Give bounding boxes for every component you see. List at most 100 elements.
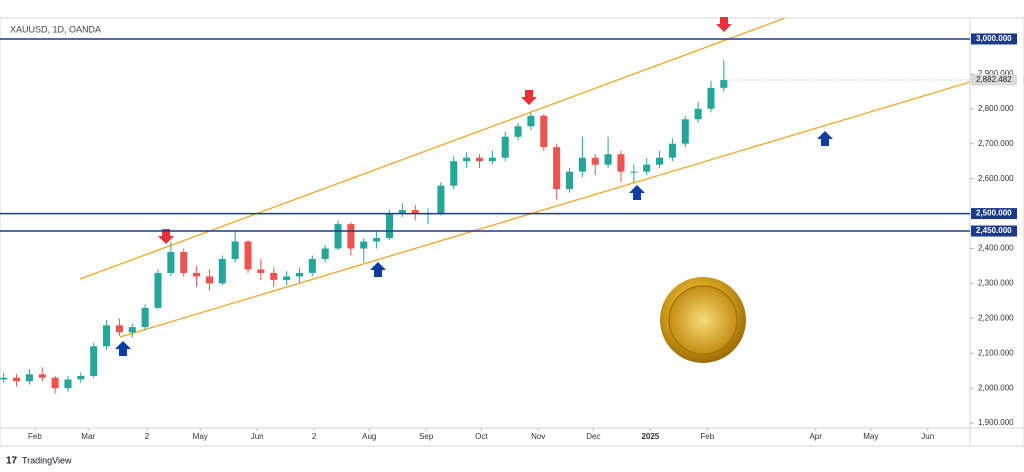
candle-body xyxy=(64,379,72,389)
candle-body xyxy=(141,307,149,328)
candle-body xyxy=(154,272,162,308)
candle-body xyxy=(347,224,355,249)
level-label: 3,000.000 xyxy=(976,34,1012,43)
annotations xyxy=(115,17,833,363)
candle-body xyxy=(115,325,123,333)
candle-body xyxy=(385,213,394,239)
candle-body xyxy=(180,251,188,273)
upper-channel-line xyxy=(79,18,786,280)
candle-body xyxy=(218,258,226,284)
down-arrow xyxy=(158,229,174,244)
x-tick-label: Oct xyxy=(475,432,488,441)
candle-body xyxy=(578,157,586,172)
x-tick-label: 2025 xyxy=(641,432,659,441)
footer: 17 TradingView xyxy=(6,455,72,466)
x-tick-label: 2 xyxy=(145,432,150,441)
brand-logo: 17 xyxy=(6,456,18,467)
candle-body xyxy=(463,157,471,162)
last-price-box xyxy=(971,74,1017,86)
candle-body xyxy=(321,248,329,259)
candle-body xyxy=(231,241,239,259)
x-tick-label: 2 xyxy=(312,432,317,441)
candle-body xyxy=(475,157,484,162)
x-tick-label: Dec xyxy=(586,432,600,441)
x-tick-label: Jun xyxy=(251,432,264,441)
candle-body xyxy=(643,164,651,172)
candle-body xyxy=(90,346,98,376)
x-tick-label: Mar xyxy=(81,432,95,441)
candle-body xyxy=(540,115,548,148)
candle-body xyxy=(103,325,111,347)
x-tick-label: Feb xyxy=(28,432,42,441)
candle-body xyxy=(668,143,676,158)
candle-body xyxy=(604,154,612,165)
candle-body xyxy=(630,171,638,173)
down-arrow xyxy=(716,17,732,32)
candle-body xyxy=(193,272,201,277)
y-tick-label: 2,100.000 xyxy=(978,348,1014,357)
y-tick-label: 2,800.000 xyxy=(978,104,1014,113)
candle-body xyxy=(617,154,625,172)
candle-body xyxy=(694,108,702,120)
candle-body xyxy=(681,119,689,144)
brand-name: TradingView xyxy=(22,455,72,465)
x-tick-label: Nov xyxy=(531,432,545,441)
candle-body xyxy=(655,157,664,165)
candle-body xyxy=(257,269,265,273)
candle-body xyxy=(128,327,136,333)
y-tick-label: 2,400.000 xyxy=(978,244,1014,253)
level-label: 2,500.000 xyxy=(976,209,1012,218)
lower-channel-line xyxy=(119,81,970,338)
candle-body xyxy=(167,251,175,273)
y-tick-label: 1,900.000 xyxy=(978,418,1014,427)
y-tick-label: 2,700.000 xyxy=(978,139,1014,148)
candle-body xyxy=(244,241,252,270)
x-tick-label: May xyxy=(193,432,208,441)
y-tick-label: 2,900.000 xyxy=(978,69,1014,78)
x-tick-label: Jun xyxy=(921,432,934,441)
candle-body xyxy=(360,241,368,249)
candle-body xyxy=(12,377,21,382)
candle-body xyxy=(77,375,85,380)
candle-body xyxy=(283,276,291,280)
candle-body xyxy=(707,87,715,109)
candle-body xyxy=(38,374,46,378)
candle-body xyxy=(553,147,561,190)
x-tick-label: Apr xyxy=(809,432,822,441)
candle-body xyxy=(720,79,728,88)
candle-body xyxy=(411,210,419,214)
chart-frame xyxy=(0,17,1024,447)
candle-body xyxy=(565,171,574,190)
last-price-label: 2,882.482 xyxy=(976,75,1012,84)
level-label-box xyxy=(971,33,1017,45)
candle-body xyxy=(591,157,599,165)
candle-body xyxy=(0,377,8,380)
up-arrow xyxy=(115,341,131,356)
candle-body xyxy=(437,185,445,214)
up-arrow xyxy=(629,185,645,200)
candle-body xyxy=(398,210,406,214)
candle-body xyxy=(334,224,342,249)
candle-body xyxy=(270,272,278,280)
y-tick-label: 2,600.000 xyxy=(978,174,1014,183)
up-arrow xyxy=(817,131,833,146)
candle-body xyxy=(501,136,509,158)
candle-body xyxy=(527,115,535,127)
gold-coin-face xyxy=(668,285,738,355)
x-tick-label: May xyxy=(863,432,878,441)
candle-body xyxy=(488,157,496,162)
y-tick-label: 2,300.000 xyxy=(978,279,1014,288)
candle-body xyxy=(514,126,522,137)
level-label: 2,450.000 xyxy=(976,226,1012,235)
candle-body xyxy=(205,276,213,284)
x-tick-label: Sep xyxy=(419,432,434,441)
x-tick-label: Feb xyxy=(700,432,714,441)
candle-body xyxy=(51,377,59,389)
y-tick-label: 2,000.000 xyxy=(978,383,1014,392)
x-tick-label: Aug xyxy=(362,432,376,441)
up-arrow xyxy=(370,262,386,277)
candle-body xyxy=(373,238,381,242)
candle-body xyxy=(308,258,316,273)
candle-body xyxy=(295,272,303,277)
